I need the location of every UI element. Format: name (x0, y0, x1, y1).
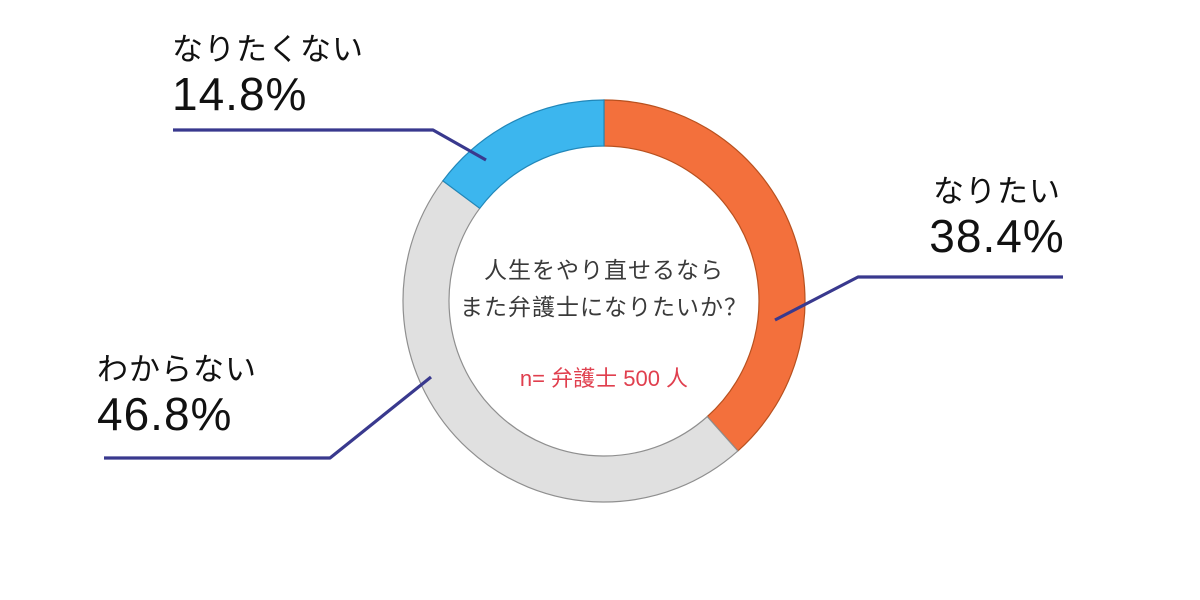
pie-slice-なりたい (603, 99, 806, 452)
segment-label-wakaranai: わからない (97, 352, 257, 387)
question-line-1: 人生をやり直せるなら (484, 257, 724, 283)
callout-naritakunai: なりたくない 14.8% (172, 30, 364, 118)
pie-slice-わからない (402, 179, 739, 503)
callout-wakaranai: わからない 46.8% (97, 350, 257, 438)
callout-naritai: なりたい 38.4% (897, 172, 1097, 260)
pie-slice-なりたくない (442, 99, 605, 210)
sample-size-note: n= 弁護士 500 人 (519, 366, 689, 391)
leader-line-わからない (104, 375, 433, 460)
segment-value-naritakunai: 14.8% (172, 68, 308, 120)
segment-label-naritakunai: なりたくない (172, 32, 364, 67)
question-line-2: また弁護士になりたいか？ (460, 294, 748, 320)
leader-line-なりたい (774, 275, 1063, 322)
segment-value-wakaranai: 46.8% (97, 388, 233, 440)
leader-line-なりたくない (173, 128, 487, 162)
segment-value-naritai: 38.4% (929, 210, 1065, 262)
chart-center-question: 人生をやり直せるなら また弁護士になりたいか？ (444, 252, 764, 326)
segment-label-naritai: なりたい (933, 174, 1061, 209)
